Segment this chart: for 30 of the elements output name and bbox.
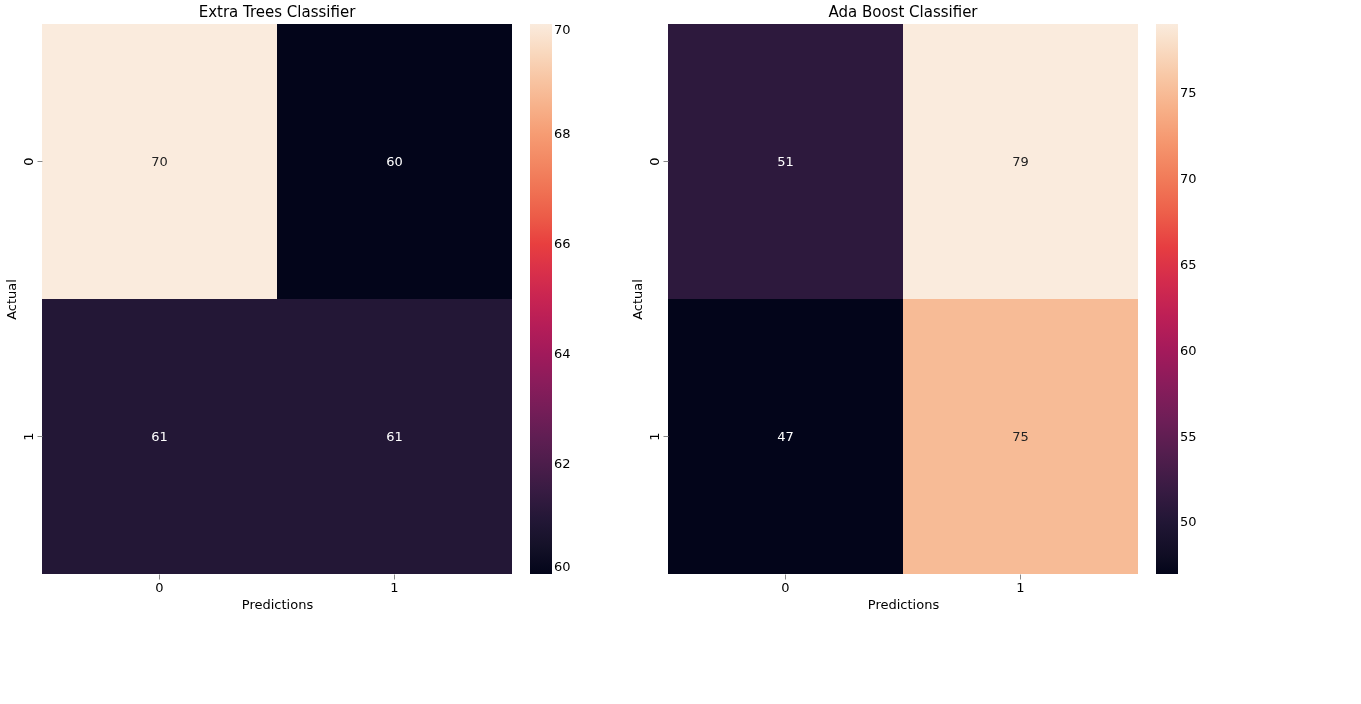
- color-bar-label: 60: [1180, 342, 1197, 358]
- color-bar-label: 75: [1180, 84, 1197, 100]
- data-label: 61: [386, 428, 403, 444]
- x-tick-label: 0: [155, 579, 164, 595]
- data-label: 79: [1012, 153, 1029, 169]
- color-bar-label: 66: [554, 236, 571, 251]
- chart-title: Ada Boost Classifier: [828, 3, 979, 21]
- data-label: 70: [151, 153, 168, 169]
- color-bar-label: 55: [1180, 428, 1197, 444]
- x-tick-label: 1: [390, 579, 399, 595]
- y-axis-title: Actual: [629, 279, 645, 320]
- data-label: 51: [777, 153, 794, 169]
- x-axis-title: Predictions: [867, 596, 940, 612]
- color-bar-label: 60: [554, 559, 571, 574]
- data-label: 47: [777, 428, 794, 444]
- color-bar-label: 62: [554, 456, 571, 471]
- color-bar-label: 64: [554, 346, 571, 361]
- color-bar-label: 65: [1180, 256, 1197, 272]
- data-label: 60: [386, 153, 403, 169]
- color-bar-label: 70: [554, 22, 571, 37]
- x-axis-title: Predictions: [241, 596, 314, 612]
- chart-title: Extra Trees Classifier: [198, 3, 357, 21]
- color-bar-label: 68: [554, 126, 571, 141]
- color-bar-label: 50: [1180, 514, 1197, 530]
- x-tick-label: 0: [781, 579, 790, 595]
- data-label: 61: [151, 428, 168, 444]
- y-axis-title: Actual: [3, 279, 19, 320]
- color-bar-label: 70: [1180, 170, 1197, 186]
- x-tick-label: 1: [1016, 579, 1025, 595]
- data-label: 75: [1012, 428, 1029, 444]
